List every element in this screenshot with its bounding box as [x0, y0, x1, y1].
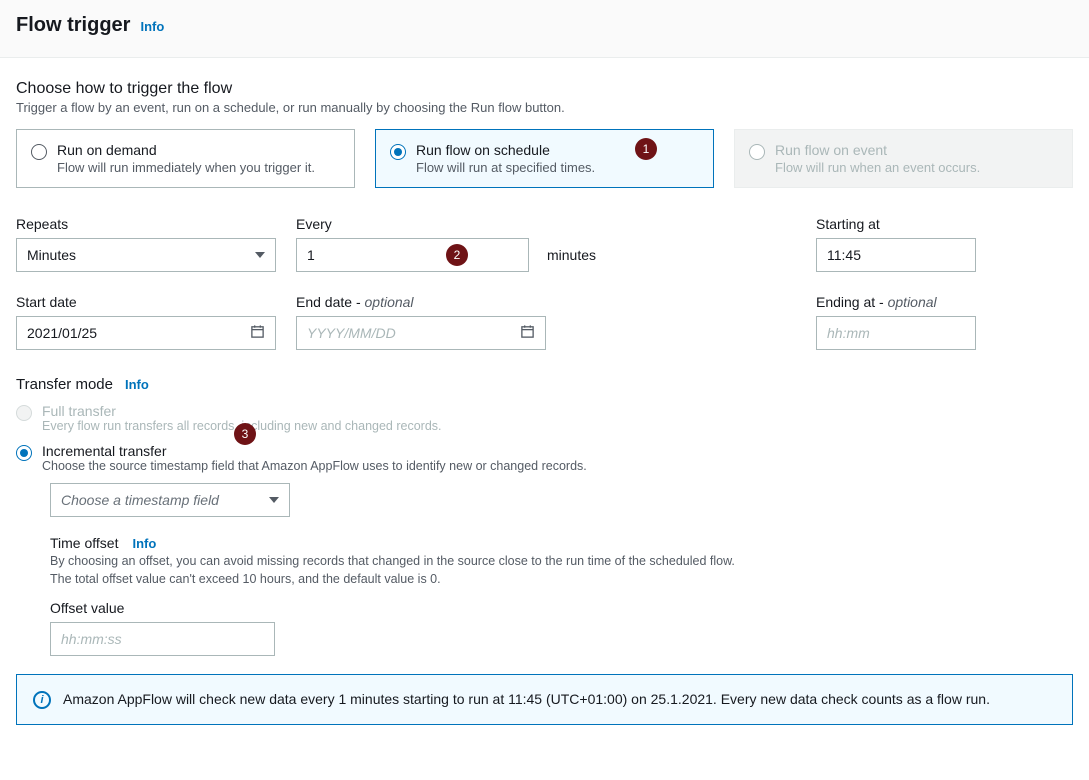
trigger-on-demand-card[interactable]: Run on demand Flow will run immediately …	[16, 129, 355, 188]
end-date-input-wrap	[296, 316, 546, 350]
transfer-incremental-title: Incremental transfer	[42, 443, 587, 459]
every-field: Every minutes 2	[296, 216, 596, 272]
schedule-info-box: i Amazon AppFlow will check new data eve…	[16, 674, 1073, 725]
end-date-input[interactable]	[307, 317, 514, 349]
trigger-schedule-desc: Flow will run at specified times.	[416, 160, 699, 175]
page-title: Flow trigger	[16, 14, 130, 37]
radio-icon	[16, 445, 32, 461]
header-info-link[interactable]: Info	[140, 19, 164, 34]
offset-value-label: Offset value	[50, 600, 1073, 616]
trigger-event-card: Run flow on event Flow will run when an …	[734, 129, 1073, 188]
end-date-label: End date - optional	[296, 294, 596, 310]
transfer-incremental-desc: Choose the source timestamp field that A…	[42, 459, 587, 473]
time-offset-desc: By choosing an offset, you can avoid mis…	[50, 553, 830, 588]
transfer-full-option: Full transfer Every flow run transfers a…	[16, 403, 1073, 433]
transfer-mode-info-link[interactable]: Info	[125, 377, 149, 392]
ending-at-input-wrap	[816, 316, 976, 350]
ending-at-input[interactable]	[827, 317, 965, 349]
transfer-mode-title: Transfer mode	[16, 376, 113, 393]
start-date-input[interactable]	[27, 317, 244, 349]
callout-badge-1: 1	[635, 138, 657, 160]
ending-at-label: Ending at - optional	[816, 294, 1073, 310]
transfer-incremental-option[interactable]: Incremental transfer Choose the source t…	[16, 443, 1073, 473]
offset-value-input[interactable]	[61, 623, 264, 655]
timestamp-placeholder: Choose a timestamp field	[61, 492, 219, 508]
transfer-full-title: Full transfer	[42, 403, 442, 419]
repeats-select[interactable]: Minutes	[16, 238, 276, 272]
schedule-info-text: Amazon AppFlow will check new data every…	[63, 689, 990, 710]
chevron-down-icon	[269, 497, 279, 503]
starting-at-input[interactable]	[827, 239, 965, 271]
trigger-schedule-card[interactable]: Run flow on schedule Flow will run at sp…	[375, 129, 714, 188]
calendar-icon[interactable]	[244, 324, 265, 342]
every-input-wrap	[296, 238, 529, 272]
radio-icon	[31, 144, 47, 160]
trigger-event-desc: Flow will run when an event occurs.	[775, 160, 1058, 175]
callout-badge-3: 3	[234, 423, 256, 445]
start-date-input-wrap	[16, 316, 276, 350]
time-offset-info-link[interactable]: Info	[132, 536, 156, 551]
info-icon: i	[33, 691, 51, 709]
timestamp-field-select[interactable]: Choose a timestamp field	[50, 483, 290, 517]
every-label: Every	[296, 216, 596, 232]
radio-icon	[390, 144, 406, 160]
choose-title: Choose how to trigger the flow	[16, 80, 1073, 98]
radio-icon	[16, 405, 32, 421]
start-date-field: Start date	[16, 294, 276, 350]
calendar-icon[interactable]	[514, 324, 535, 342]
starting-at-field: Starting at	[616, 216, 1073, 272]
ending-at-field: Ending at - optional	[616, 294, 1073, 350]
start-date-label: Start date	[16, 294, 276, 310]
repeats-label: Repeats	[16, 216, 276, 232]
trigger-on-demand-title: Run on demand	[57, 142, 340, 158]
every-unit: minutes	[547, 247, 596, 263]
end-date-field: End date - optional	[296, 294, 596, 350]
starting-at-label: Starting at	[816, 216, 1073, 232]
repeats-value: Minutes	[27, 247, 76, 263]
chevron-down-icon	[255, 252, 265, 258]
offset-value-input-wrap	[50, 622, 275, 656]
radio-icon	[749, 144, 765, 160]
trigger-on-demand-desc: Flow will run immediately when you trigg…	[57, 160, 340, 175]
trigger-event-title: Run flow on event	[775, 142, 1058, 158]
starting-at-input-wrap	[816, 238, 976, 272]
every-input[interactable]	[307, 239, 518, 271]
callout-badge-2: 2	[446, 244, 468, 266]
time-offset-label: Time offset	[50, 535, 118, 551]
choose-desc: Trigger a flow by an event, run on a sch…	[16, 100, 1073, 115]
repeats-field: Repeats Minutes	[16, 216, 276, 272]
